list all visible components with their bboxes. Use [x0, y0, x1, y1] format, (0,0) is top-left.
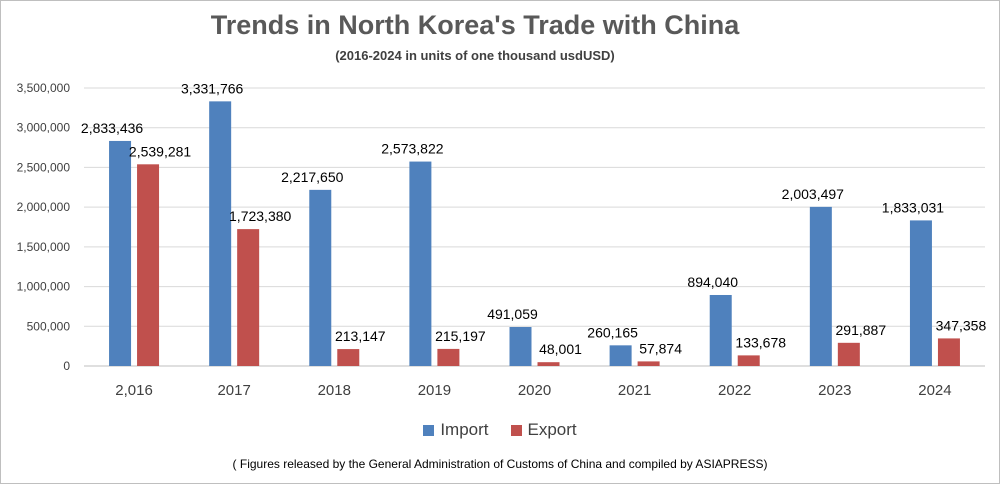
chart-subtitle: (2016-2024 in units of one thousand usdU…	[335, 48, 615, 63]
legend-item-import: Import	[423, 420, 489, 440]
bar-export	[937, 338, 960, 366]
data-label-export: 1,723,380	[229, 208, 291, 224]
legend-label-import: Import	[440, 420, 489, 439]
data-label-import: 2,833,436	[81, 120, 143, 136]
data-label-import: 894,040	[687, 274, 738, 290]
bar-import	[209, 101, 232, 367]
x-tick-label: 2022	[718, 382, 751, 399]
bar-export	[637, 361, 660, 366]
y-tick-label: 0	[63, 359, 70, 373]
bar-export	[737, 355, 760, 366]
data-label-export: 347,358	[936, 317, 987, 333]
data-label-export: 133,678	[735, 334, 786, 350]
data-label-export: 2,539,281	[129, 143, 191, 159]
legend-label-export: Export	[527, 420, 577, 439]
data-label-export: 57,874	[639, 340, 682, 356]
bar-import	[409, 161, 432, 366]
legend-item-export: Export	[510, 420, 577, 440]
y-tick-label: 2,500,000	[17, 160, 71, 174]
x-tick-label: 2023	[818, 382, 851, 399]
chart-legend: Import Export	[0, 420, 1000, 440]
bar-export	[237, 229, 260, 366]
bar-export	[837, 342, 860, 366]
bar-export	[337, 349, 360, 366]
data-label-export: 48,001	[539, 341, 582, 357]
data-label-export: 215,197	[435, 328, 486, 344]
y-tick-label: 500,000	[27, 319, 71, 333]
bar-import	[109, 140, 132, 366]
bar-import	[809, 206, 832, 366]
chart-title: Trends in North Korea's Trade with China	[210, 10, 740, 40]
y-tick-label: 2,000,000	[17, 200, 71, 214]
bar-import	[609, 345, 632, 366]
data-label-import: 2,217,650	[281, 169, 343, 185]
data-label-import: 2,003,497	[782, 186, 844, 202]
bar-export	[537, 362, 560, 366]
data-label-import: 1,833,031	[882, 199, 944, 215]
x-tick-label: 2019	[418, 382, 451, 399]
data-label-import: 491,059	[487, 306, 538, 322]
x-tick-label: 2017	[217, 382, 250, 399]
data-label-import: 260,165	[587, 324, 638, 340]
data-label-export: 291,887	[836, 322, 887, 338]
bar-import	[309, 189, 332, 366]
bar-export	[437, 348, 460, 366]
y-tick-label: 3,500,000	[17, 81, 71, 95]
bar-export	[137, 164, 160, 366]
x-tick-label: 2,016	[115, 382, 153, 399]
x-tick-label: 2018	[318, 382, 351, 399]
y-tick-label: 1,500,000	[17, 240, 71, 254]
bar-import	[909, 220, 932, 366]
data-label-import: 2,573,822	[381, 141, 443, 157]
bar-import	[709, 294, 732, 366]
x-tick-label: 2020	[518, 382, 551, 399]
y-tick-label: 1,000,000	[17, 280, 71, 294]
legend-swatch-export	[510, 424, 522, 436]
legend-swatch-import	[423, 424, 435, 436]
x-tick-label: 2024	[918, 382, 951, 399]
y-tick-label: 3,000,000	[17, 121, 71, 135]
data-label-export: 213,147	[335, 328, 386, 344]
data-label-import: 3,331,766	[181, 80, 243, 96]
x-tick-label: 2021	[618, 382, 651, 399]
source-footnote: ( Figures released by the General Admini…	[232, 457, 768, 471]
bar-import	[509, 326, 532, 366]
